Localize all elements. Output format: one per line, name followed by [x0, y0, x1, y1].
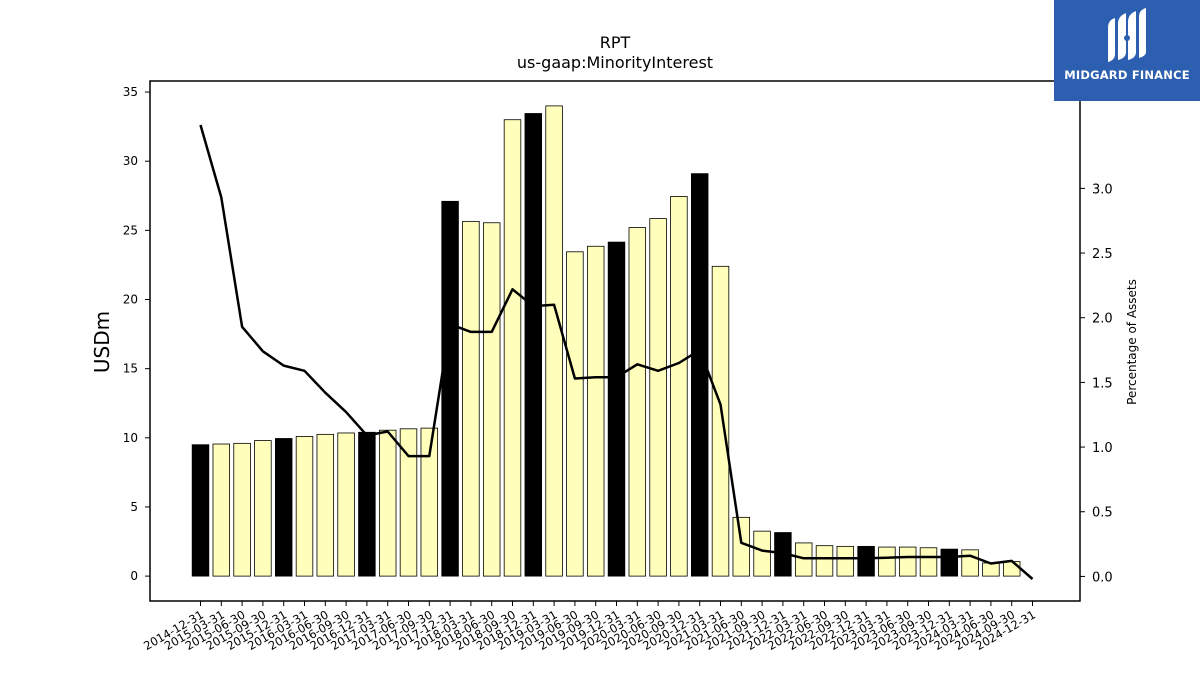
y2-tick-label-1.5: 1.5 [1092, 376, 1113, 391]
y2-tick-label-2.0: 2.0 [1092, 312, 1113, 327]
y-tick-label-5: 5 [130, 500, 138, 514]
bar-2017-06-30 [399, 428, 418, 577]
bar-2019-12-31 [607, 241, 626, 577]
y-tick-label-15: 15 [123, 362, 138, 376]
y-tick-label-20: 20 [123, 293, 138, 307]
y-axis-label: USDm [90, 311, 114, 373]
y-tick-label-30: 30 [123, 154, 138, 168]
chart-title: RPT [600, 33, 631, 52]
y2-axis-label: Percentage of Assets [1125, 279, 1139, 405]
y2-tick-label-1.0: 1.0 [1092, 441, 1113, 456]
axes-layer: 051015202530350.00.51.01.52.02.53.02014-… [123, 85, 1113, 653]
bar-2024-09-30 [1002, 561, 1021, 577]
y2-tick-label-0.5: 0.5 [1092, 506, 1113, 521]
bar-2018-12-31 [524, 113, 543, 577]
bar-2020-12-31 [690, 173, 709, 577]
line-layer [199, 124, 1034, 580]
bar-2022-09-30 [836, 545, 855, 577]
y-tick-label-25: 25 [123, 223, 138, 237]
bar-2016-09-30 [337, 432, 355, 577]
bar-2016-06-30 [316, 433, 335, 577]
bar-2019-06-30 [566, 251, 584, 577]
percentage-of-assets-line [199, 124, 1034, 580]
plot-frame [149, 80, 1081, 602]
y2-tick-label-2.5: 2.5 [1092, 247, 1113, 262]
bar-2015-09-30 [254, 440, 272, 577]
bars-layer [191, 105, 1021, 577]
midgard-logo: MIDGARD FINANCE [1054, 0, 1200, 101]
bar-2020-06-30 [649, 218, 667, 577]
bar-2017-12-31 [441, 200, 459, 577]
bar-2024-03-31 [961, 549, 979, 577]
y-tick-label-35: 35 [123, 85, 138, 99]
bar-2018-06-30 [482, 222, 501, 577]
bar-2022-06-30 [815, 545, 834, 577]
bar-2022-12-31 [857, 545, 875, 577]
chart-subtitle: us-gaap:MinorityInterest [517, 53, 713, 72]
y-tick-label-10: 10 [123, 431, 138, 445]
bar-2014-12-31 [191, 444, 210, 577]
midgard-logo-icon [1108, 8, 1146, 62]
bar-2020-03-31 [628, 227, 647, 577]
bar-2015-06-30 [233, 442, 251, 577]
bar-2023-09-30 [919, 547, 938, 577]
bar-2021-03-31 [711, 265, 730, 577]
bar-2021-06-30 [732, 516, 751, 577]
bar-2018-09-30 [503, 119, 522, 577]
bar-2021-09-30 [753, 530, 771, 577]
bar-2018-03-31 [462, 220, 480, 577]
y-tick-label-0: 0 [130, 569, 138, 583]
bar-2023-06-30 [898, 546, 917, 577]
bar-2023-12-31 [940, 548, 959, 577]
y2-tick-label-3.0: 3.0 [1092, 182, 1113, 197]
bar-2020-09-30 [670, 196, 688, 577]
bar-2024-06-30 [982, 562, 1000, 577]
bar-2019-09-30 [586, 245, 605, 577]
bar-2019-03-31 [545, 105, 563, 577]
y2-tick-label-0.0: 0.0 [1092, 570, 1113, 585]
bar-2023-03-31 [878, 546, 896, 577]
midgard-logo-text: MIDGARD FINANCE [1064, 68, 1190, 82]
bar-2015-03-31 [212, 443, 231, 577]
bar-2017-03-31 [378, 429, 397, 577]
bar-2016-12-31 [358, 431, 376, 577]
bar-2017-09-30 [420, 427, 439, 577]
bar-2016-03-31 [295, 436, 314, 577]
bar-2015-12-31 [274, 438, 293, 577]
